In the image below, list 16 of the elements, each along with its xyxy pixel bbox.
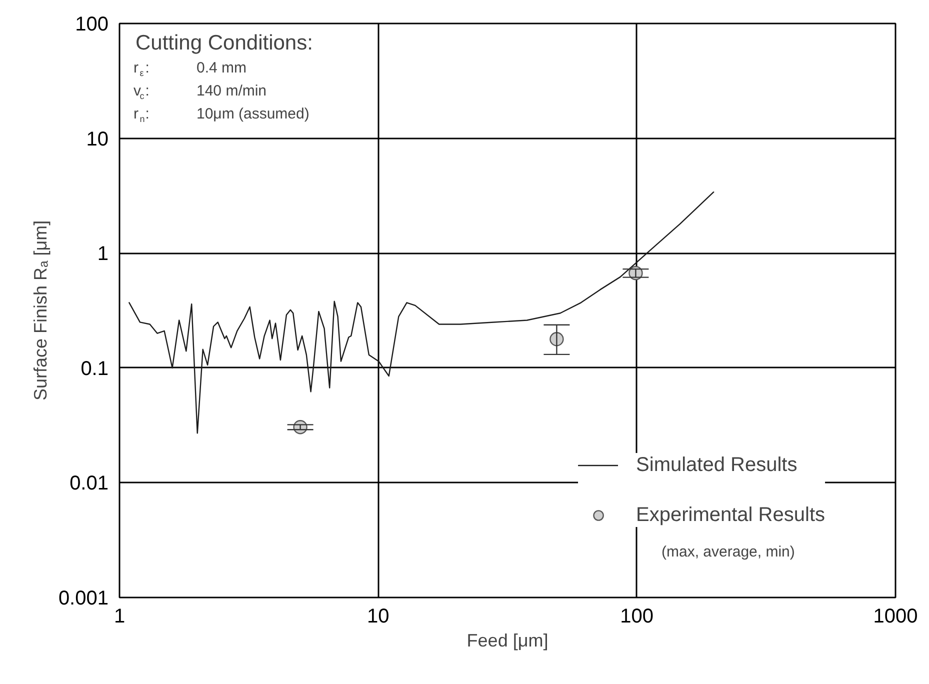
legend-label: Simulated Results (636, 454, 798, 476)
x-tick-label: 1000 (873, 606, 918, 628)
x-tick-label: 100 (620, 606, 654, 628)
y-tick-label: 0.1 (80, 358, 109, 380)
x-tick-label: 10 (367, 606, 390, 628)
annotation: (max, average, min) (662, 544, 795, 560)
legend-label: Experimental Results (636, 504, 825, 526)
annotation: Cutting Conditions: (136, 32, 313, 54)
y-axis-title: Surface Finish Rₐ [μm] (30, 220, 50, 401)
y-tick-label: 1 (97, 243, 108, 266)
x-axis-title: Feed [μm] (466, 630, 548, 650)
y-tick-label: 0.01 (70, 472, 109, 495)
y-tick-label: 10 (86, 128, 109, 150)
y-tick-label: 0.001 (58, 588, 109, 610)
y-tick-label: 100 (75, 14, 109, 36)
x-tick-label: 1 (114, 606, 126, 628)
